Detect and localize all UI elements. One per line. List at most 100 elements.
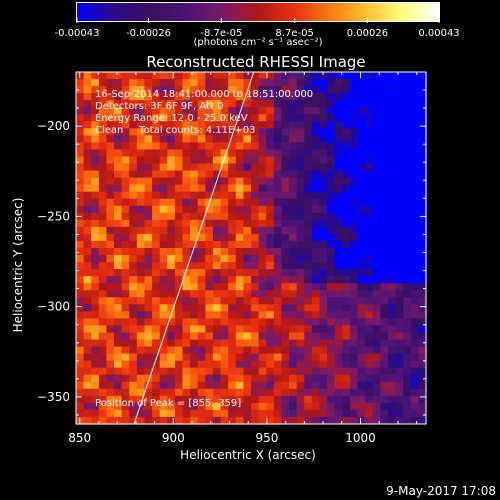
heatmap-cell — [380, 402, 389, 411]
heatmap-cell — [106, 290, 115, 298]
heatmap-cell — [349, 72, 359, 80]
heatmap-cell — [190, 128, 199, 136]
heatmap-cell — [380, 283, 389, 291]
heatmap-cell — [212, 381, 222, 390]
heatmap-cell — [357, 269, 366, 277]
heatmap-cell — [387, 205, 397, 214]
heatmap-cell — [251, 212, 260, 221]
heatmap-cell — [76, 93, 85, 101]
heatmap-cell — [205, 86, 214, 94]
heatmap-cell — [319, 240, 328, 249]
heatmap-cell — [296, 212, 305, 221]
heatmap-cell — [304, 269, 313, 277]
heatmap-cell — [159, 212, 168, 221]
heatmap-cell — [152, 72, 161, 80]
heatmap-cell — [129, 416, 138, 425]
heatmap-cell — [235, 346, 244, 355]
heatmap-cell — [387, 353, 397, 362]
heatmap-cell — [258, 332, 267, 341]
heatmap-cell — [235, 72, 244, 80]
heatmap-cell — [174, 339, 184, 348]
heatmap-cell — [251, 79, 260, 87]
heatmap-cell — [403, 205, 412, 214]
heatmap-cell — [159, 388, 168, 397]
heatmap-cell — [319, 135, 328, 143]
heatmap-cell — [167, 226, 176, 235]
heatmap-cell — [114, 198, 123, 207]
heatmap-cell — [197, 367, 206, 376]
heatmap-cell — [136, 297, 146, 305]
heatmap-cell — [98, 177, 108, 186]
heatmap-cell — [76, 262, 85, 270]
heatmap-cell — [114, 156, 123, 165]
heatmap-cell — [296, 79, 305, 87]
heatmap-cell — [311, 339, 321, 348]
heatmap-cell — [289, 226, 298, 235]
heatmap-cell — [220, 283, 229, 291]
heatmap-cell — [296, 318, 305, 327]
heatmap-cell — [121, 262, 130, 270]
heatmap-cell — [365, 332, 374, 341]
heatmap-cell — [410, 142, 419, 151]
heatmap-cell — [319, 409, 328, 418]
heatmap-cell — [395, 318, 404, 327]
heatmap-cell — [136, 402, 146, 411]
heatmap-cell — [212, 325, 222, 334]
heatmap-cell — [235, 107, 244, 115]
heatmap-cell — [273, 416, 283, 425]
heatmap-cell — [380, 381, 389, 390]
heatmap-cell — [289, 325, 298, 334]
heatmap-cell — [205, 240, 214, 249]
heatmap-cell — [281, 93, 290, 101]
heatmap-cell — [212, 360, 222, 369]
heatmap-cell — [167, 297, 176, 305]
heatmap-cell — [190, 114, 199, 122]
heatmap-cell — [129, 276, 138, 284]
heatmap-cell — [114, 311, 123, 319]
heatmap-cell — [281, 170, 290, 179]
heatmap-cell — [311, 388, 321, 397]
heatmap-cell — [76, 325, 85, 334]
heatmap-cell — [418, 72, 427, 80]
heatmap-cell — [106, 100, 115, 108]
heatmap-cell — [372, 297, 381, 305]
heatmap-cell — [304, 198, 313, 207]
heatmap-cell — [372, 353, 381, 362]
heatmap-cell — [159, 248, 168, 256]
heatmap-cell — [289, 402, 298, 411]
heatmap-cell — [129, 226, 138, 235]
heatmap-cell — [174, 79, 184, 87]
heatmap-cell — [342, 226, 351, 235]
heatmap-cell — [190, 233, 199, 242]
heatmap-cell — [365, 409, 374, 418]
heatmap-cell — [334, 304, 343, 312]
heatmap-cell — [106, 409, 115, 418]
heatmap-cell — [121, 100, 130, 108]
heatmap-cell — [319, 121, 328, 129]
heatmap-cell — [121, 332, 130, 341]
y-tick-label: −350 — [37, 390, 70, 404]
heatmap-cell — [220, 262, 229, 270]
heatmap-cell — [144, 226, 153, 235]
heatmap-cell — [410, 395, 419, 404]
heatmap-cell — [281, 332, 290, 341]
heatmap-cell — [273, 255, 283, 263]
heatmap-cell — [289, 283, 298, 291]
heatmap-cell — [273, 297, 283, 305]
heatmap-cell — [304, 86, 313, 94]
heatmap-cell — [114, 318, 123, 327]
heatmap-cell — [121, 114, 130, 122]
heatmap-cell — [365, 304, 374, 312]
heatmap-cell — [114, 93, 123, 101]
heatmap-cell — [319, 388, 328, 397]
heatmap-cell — [327, 262, 336, 270]
heatmap-cell — [273, 381, 283, 390]
heatmap-cell — [159, 339, 168, 348]
heatmap-cell — [380, 226, 389, 235]
heatmap-cell — [190, 255, 199, 263]
heatmap-cell — [144, 367, 153, 376]
heatmap-cell — [212, 388, 222, 397]
heatmap-cell — [91, 346, 100, 355]
heatmap-cell — [129, 72, 138, 80]
